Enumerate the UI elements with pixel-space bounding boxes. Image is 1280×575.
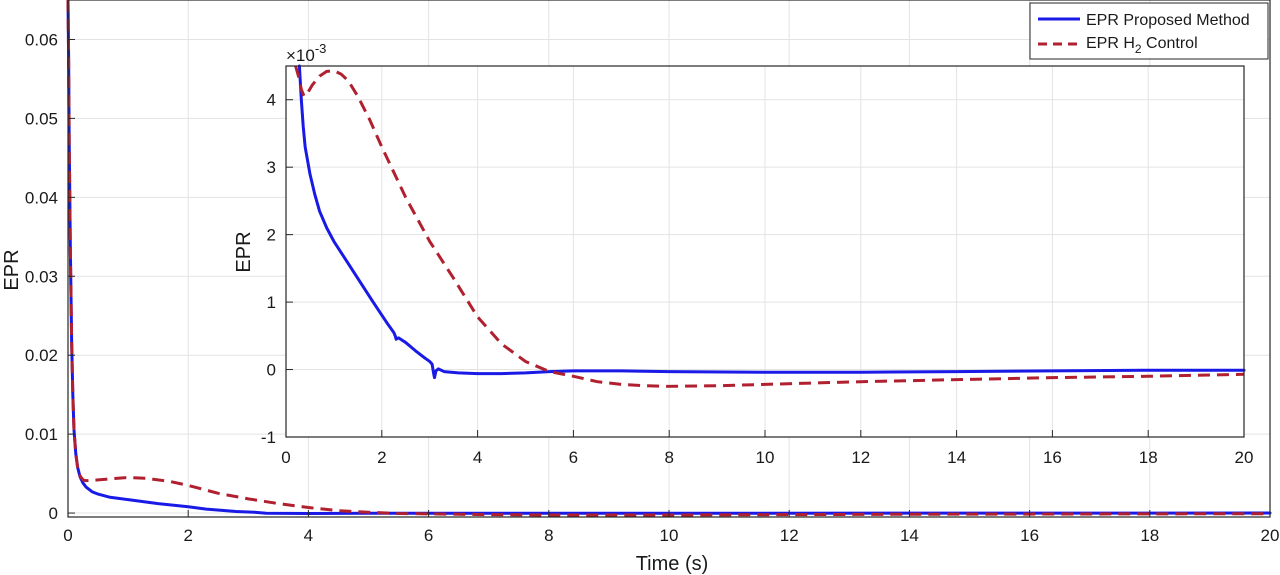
main-y-tick-label: 0.02 xyxy=(25,346,58,365)
inset-x-tick-label: 14 xyxy=(947,448,966,467)
inset-y-tick-label: 1 xyxy=(267,293,276,312)
main-x-tick-label: 4 xyxy=(304,526,313,545)
inset-y-exponent-base: ×10 xyxy=(286,46,315,65)
inset-y-tick-label: 0 xyxy=(267,361,276,380)
inset-x-tick-label: 18 xyxy=(1139,448,1158,467)
main-x-tick-label: 20 xyxy=(1261,526,1280,545)
inset-x-tick-label: 0 xyxy=(281,448,290,467)
inset-y-tick-label: -1 xyxy=(261,428,276,447)
inset-x-tick-label: 20 xyxy=(1235,448,1254,467)
main-x-tick-label: 16 xyxy=(1020,526,1039,545)
main-x-axis-label: Time (s) xyxy=(636,553,709,575)
main-series-lines xyxy=(68,0,1270,515)
inset-x-tick-label: 10 xyxy=(756,448,775,467)
inset-x-tick-label: 2 xyxy=(377,448,386,467)
main-y-tick-label: 0.01 xyxy=(25,425,58,444)
inset-x-tick-label: 6 xyxy=(569,448,578,467)
legend-label-proposed: EPR Proposed Method xyxy=(1086,12,1250,29)
main-y-tick-label: 0.04 xyxy=(25,188,58,207)
main-x-tick-label: 10 xyxy=(660,526,679,545)
legend-label-h2-main: EPR H xyxy=(1086,35,1135,52)
main-x-tick-label: 8 xyxy=(544,526,553,545)
main-y-tick-label: 0.06 xyxy=(25,30,58,49)
legend-label-h2: EPR H2 Control xyxy=(1086,35,1198,56)
inset-x-tick-label: 16 xyxy=(1043,448,1062,467)
main-x-tick-label: 6 xyxy=(424,526,433,545)
main-y-axis-label: EPR xyxy=(1,249,23,290)
legend: EPR Proposed Method EPR H2 Control xyxy=(1029,2,1269,60)
legend-label-h2-sub: 2 xyxy=(1135,42,1142,56)
main-x-tick-label: 18 xyxy=(1140,526,1159,545)
inset-series-proposed xyxy=(299,66,1244,378)
main-x-tick-label: 12 xyxy=(780,526,799,545)
legend-label-h2-tail: Control xyxy=(1142,35,1198,52)
inset-y-tick-label: 4 xyxy=(267,91,276,110)
main-ticks: 0 2 4 6 8 10 12 14 16 18 2000.010.020.030.040.050.… xyxy=(25,30,1280,545)
main-y-tick-label: 0 xyxy=(49,504,58,523)
inset-x-tick-label: 8 xyxy=(664,448,673,467)
inset-y-tick-label: 3 xyxy=(267,158,276,177)
inset-y-exponent: ×10-3 xyxy=(286,41,326,65)
main-y-tick-label: 0.05 xyxy=(25,109,58,128)
main-y-tick-label: 0.03 xyxy=(25,267,58,286)
main-x-tick-label: 0 xyxy=(63,526,72,545)
inset-y-exponent-power: -3 xyxy=(315,41,327,56)
main-x-tick-label: 2 xyxy=(183,526,192,545)
inset-y-axis-label: EPR xyxy=(233,231,255,272)
inset-series-h2 xyxy=(296,66,1244,386)
inset-y-tick-label: 2 xyxy=(267,226,276,245)
legend-box xyxy=(1029,2,1269,60)
inset-x-tick-label: 4 xyxy=(473,448,482,467)
main-x-tick-label: 14 xyxy=(900,526,919,545)
inset-x-tick-label: 12 xyxy=(851,448,870,467)
inset-series-lines xyxy=(296,66,1244,386)
